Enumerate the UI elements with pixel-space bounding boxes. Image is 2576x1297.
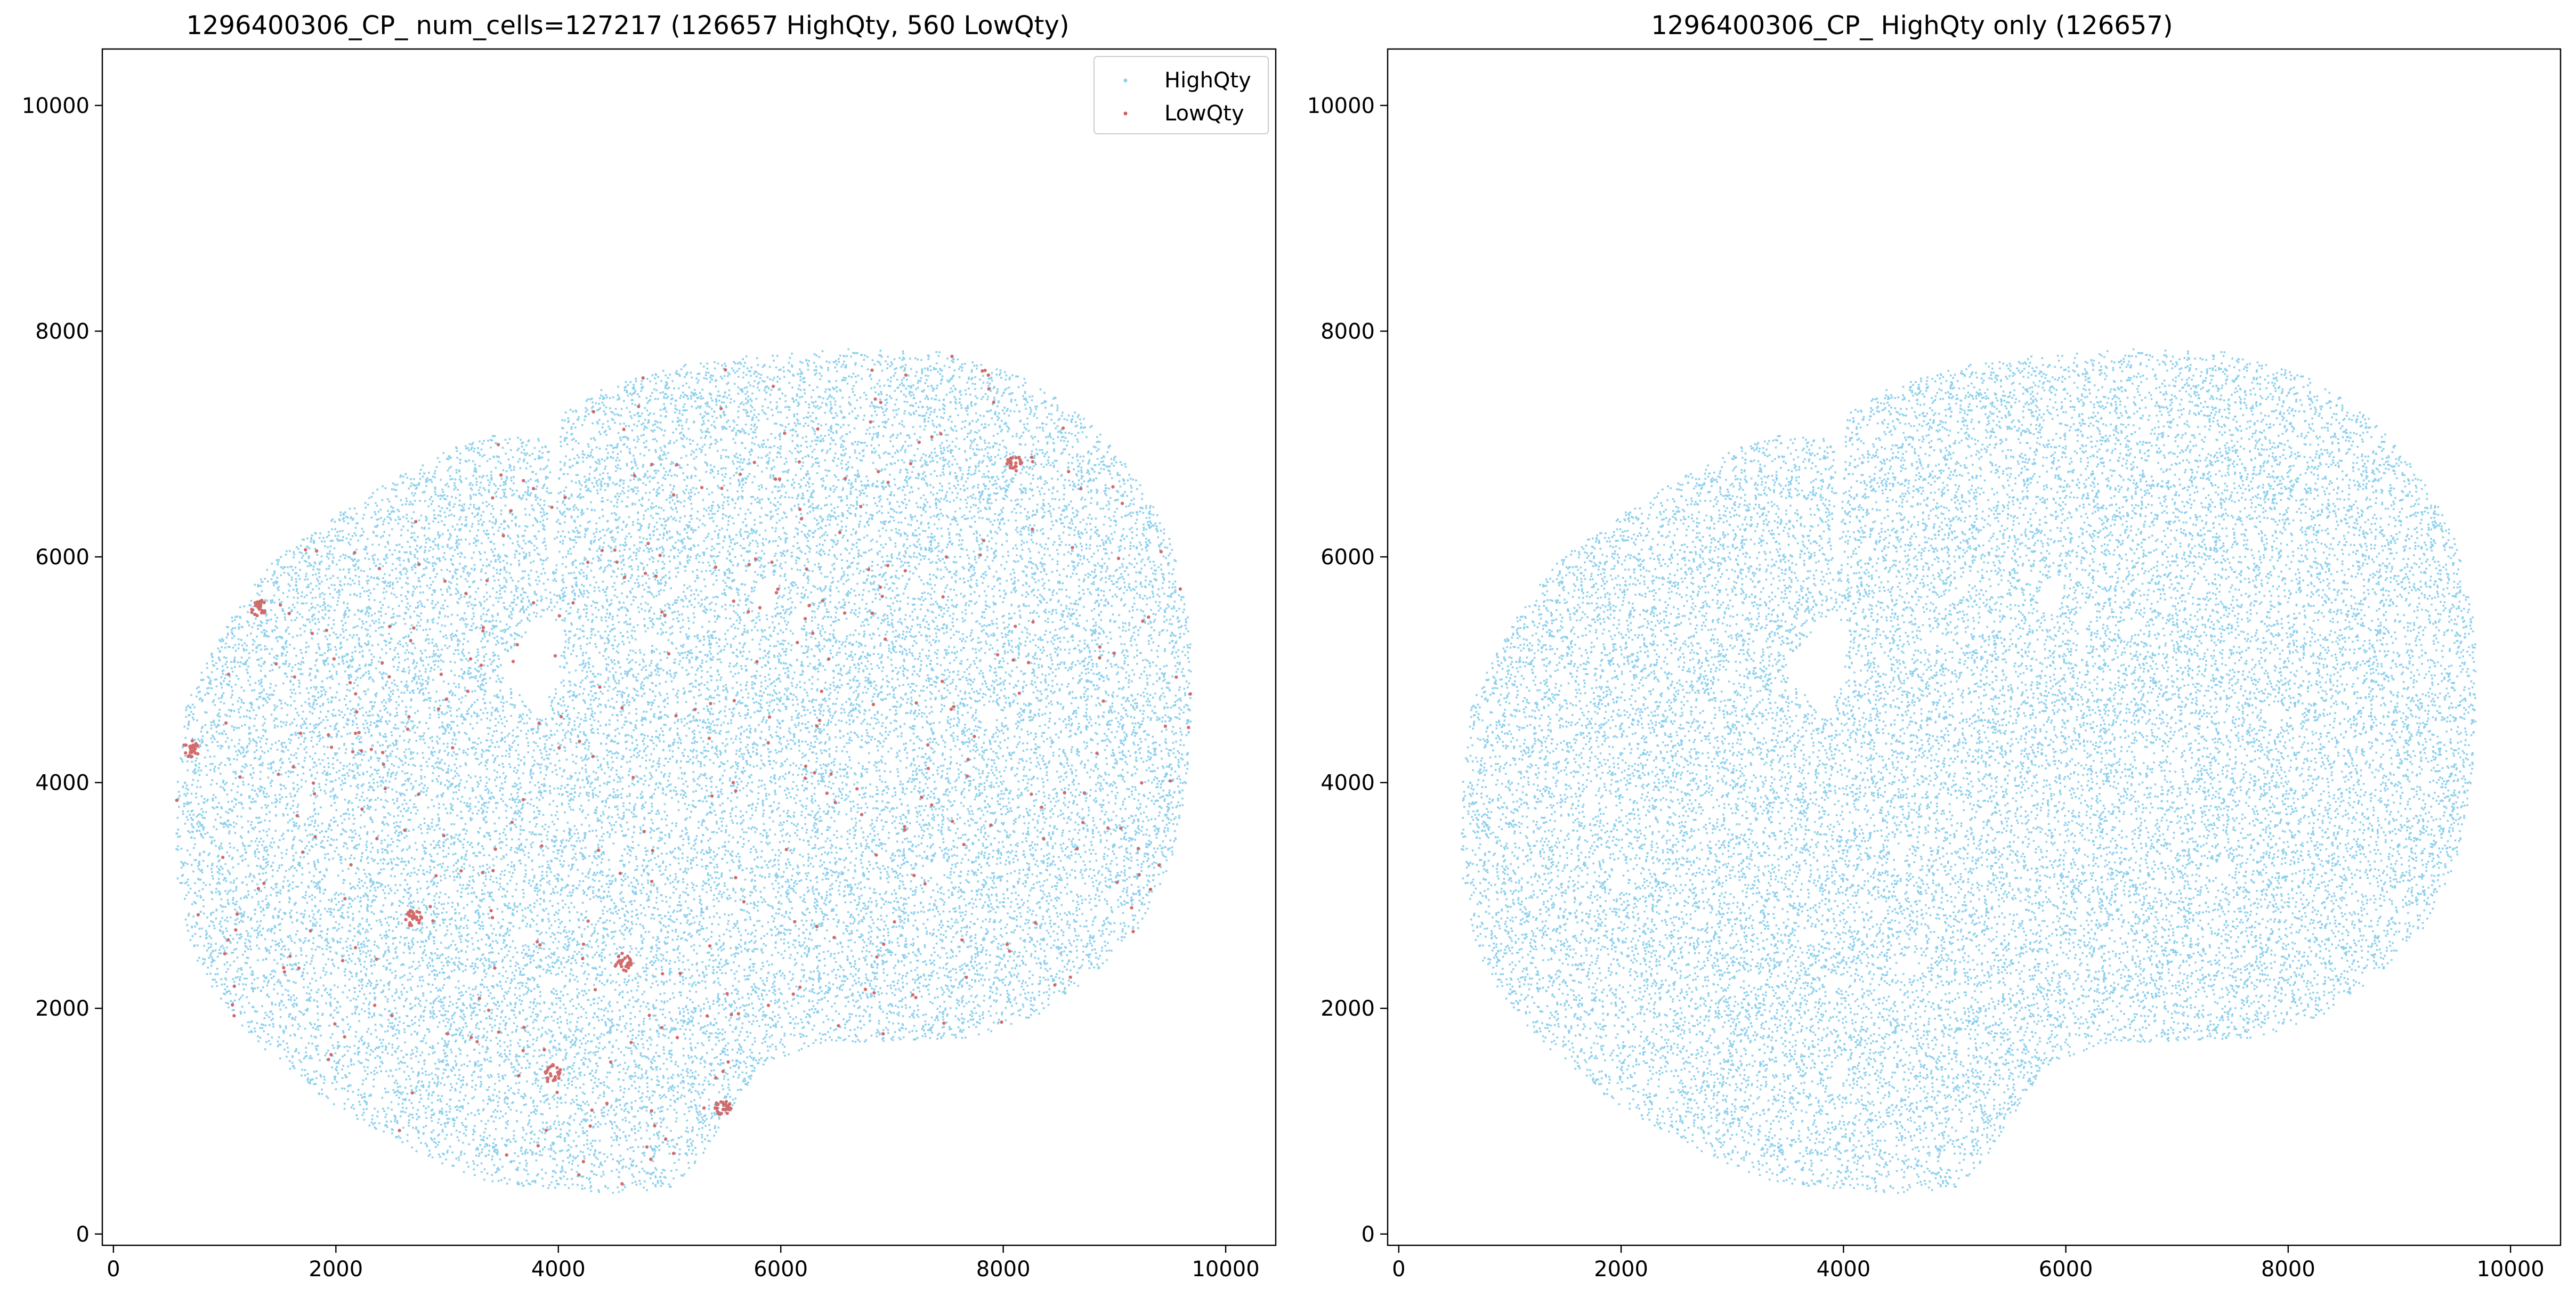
plot-frame: [1387, 48, 2562, 1246]
legend-frame: [1093, 56, 1269, 134]
legend-label-lowqty: LowQty: [1164, 101, 1244, 126]
y-tick-label: 4000: [1321, 771, 1375, 796]
x-tick-label: 10000: [1192, 1257, 1259, 1282]
series-highqty-points: [175, 348, 1192, 1194]
y-tick-label: 8000: [35, 319, 90, 344]
plot-area: [1388, 49, 2561, 1245]
x-tick-label: 6000: [2039, 1257, 2093, 1282]
y-tick-label: 10000: [1307, 94, 1375, 118]
x-tick-label: 0: [1392, 1257, 1405, 1282]
y-tick-label: 2000: [1321, 996, 1375, 1021]
axes: 0 2000 4000 6000 8000 10000 0 2000 4000 6000 8000 1…: [22, 94, 1260, 1282]
panel-all-cells: 1296400306_CP_ num_cells=127217 (126657 …: [22, 11, 1277, 1282]
x-tick-label: 4000: [1816, 1257, 1870, 1282]
x-tick-label: 2000: [309, 1257, 363, 1282]
x-tick-label: 6000: [754, 1257, 808, 1282]
legend-marker-lowqty: [1123, 111, 1128, 116]
x-tick-label: 4000: [531, 1257, 586, 1282]
y-tick-label: 10000: [22, 94, 90, 118]
y-tick-label: 6000: [35, 545, 90, 570]
plot-frame: [101, 48, 1277, 1246]
scatter-points: [1461, 348, 2477, 1194]
y-tick-label: 8000: [1321, 319, 1375, 344]
axes: 0 2000 4000 6000 8000 10000 0 2000 4000 6000 8000 1…: [1307, 94, 2545, 1282]
y-tick-label: 0: [76, 1222, 90, 1247]
x-tick-label: 0: [107, 1257, 120, 1282]
y-tick-label: 6000: [1321, 545, 1375, 570]
x-tick-label: 2000: [1594, 1257, 1648, 1282]
x-tick-label: 8000: [2261, 1257, 2315, 1282]
panel-title: 1296400306_CP_ HighQty only (126657): [1651, 11, 2173, 40]
y-tick-label: 0: [1362, 1222, 1375, 1247]
y-tick-label: 2000: [35, 996, 90, 1021]
panel-highqty-only: 1296400306_CP_ HighQty only (126657) 0 20…: [1307, 11, 2562, 1282]
x-tick-label: 10000: [2476, 1257, 2544, 1282]
series-highqty-points: [1461, 348, 2477, 1194]
legend-label-highqty: HighQty: [1164, 68, 1251, 93]
scatter-points: [175, 348, 1192, 1194]
legend-marker-highqty: [1123, 78, 1128, 83]
panel-title: 1296400306_CP_ num_cells=127217 (126657 …: [186, 11, 1069, 40]
y-tick-label: 4000: [35, 771, 90, 796]
plot-area: [102, 49, 1276, 1245]
legend: HighQty LowQty: [1093, 56, 1269, 134]
x-tick-label: 8000: [976, 1257, 1031, 1282]
